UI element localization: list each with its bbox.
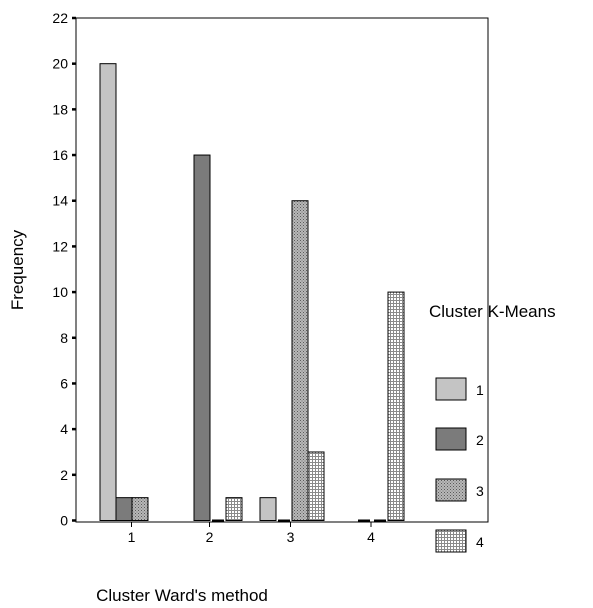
legend-swatch-2 (435, 427, 467, 451)
x-tick-label: 3 (287, 529, 295, 545)
bar-series-1-cat-1 (99, 63, 117, 521)
legend-label-2: 2 (476, 432, 484, 448)
plot-frame (75, 17, 489, 523)
y-tick-label: 8 (60, 330, 68, 346)
legend-swatch-1 (435, 377, 467, 401)
y-axis-label: Frequency (8, 229, 27, 310)
y-tick-label: 16 (52, 147, 68, 163)
bar-series-4-cat-4 (387, 291, 405, 521)
legend-label-1: 1 (476, 382, 484, 398)
y-tick-label: 10 (52, 284, 68, 300)
legend-swatch-4 (435, 529, 467, 553)
legend-title: Cluster K-Means (429, 302, 556, 321)
bar-series-2-cat-2 (193, 154, 211, 522)
legend: Cluster K-Means 1 2 3 4 (429, 302, 556, 553)
y-tick-label: 12 (52, 238, 68, 254)
y-tick-label: 18 (52, 101, 68, 117)
bar-series-4-cat-3 (307, 451, 325, 521)
y-tick-label: 20 (52, 56, 68, 72)
x-tick-label: 1 (128, 529, 136, 545)
y-tick-label: 4 (60, 421, 68, 437)
bar-series-3-cat-1 (131, 497, 149, 521)
x-axis: 1 2 3 4 (128, 522, 375, 545)
x-tick-label: 4 (367, 529, 375, 545)
y-tick-label: 22 (52, 10, 68, 26)
legend-label-4: 4 (476, 534, 484, 550)
legend-swatch-3 (435, 478, 467, 502)
y-axis: 0 2 4 6 8 10 12 14 16 18 20 22 (52, 10, 76, 529)
x-tick-label: 2 (206, 529, 214, 545)
x-axis-label: Cluster Ward's method (96, 586, 268, 605)
y-tick-label: 2 (60, 467, 68, 483)
bars (99, 63, 405, 522)
y-tick-label: 0 (60, 513, 68, 529)
y-tick-label: 14 (52, 193, 68, 209)
bar-series-3-cat-3 (291, 200, 309, 522)
legend-label-3: 3 (476, 483, 484, 499)
bar-series-2-cat-1 (115, 497, 133, 521)
bar-series-4-cat-2 (225, 497, 243, 521)
bar-series-1-cat-3 (259, 497, 277, 521)
y-tick-label: 6 (60, 375, 68, 391)
